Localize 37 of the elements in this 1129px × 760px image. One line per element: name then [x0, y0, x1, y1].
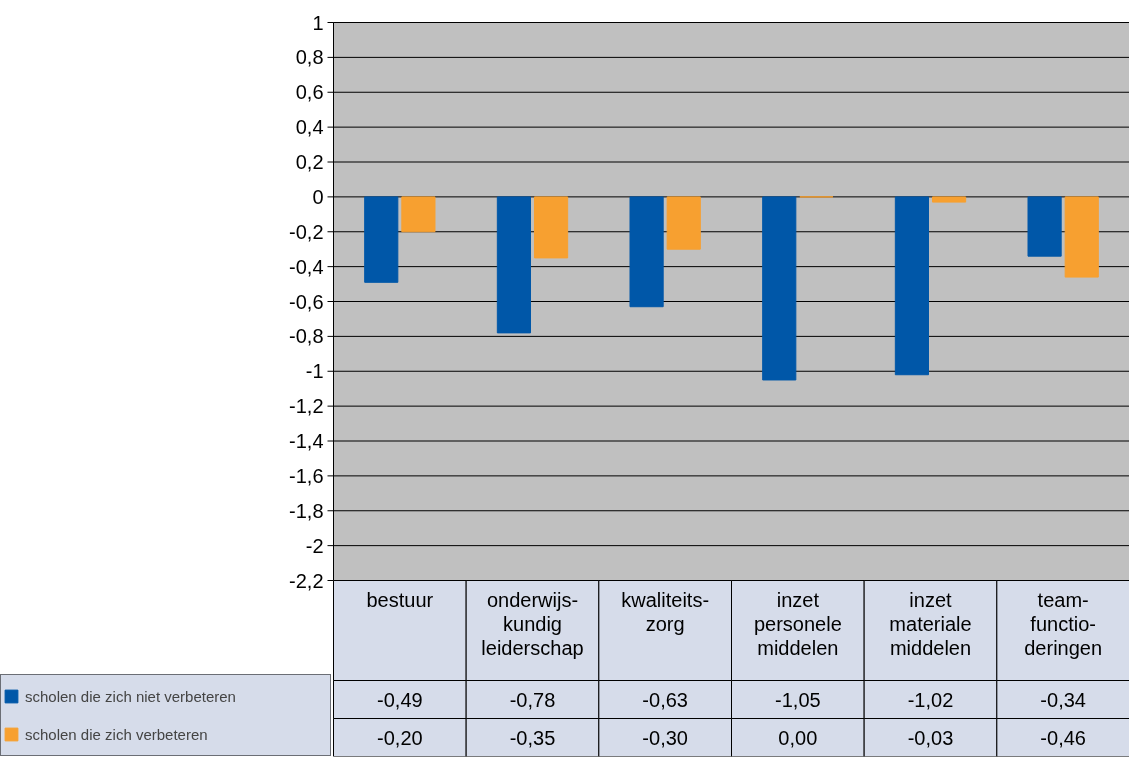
data-label: -0,34	[1040, 688, 1086, 711]
data-label: -0,63	[642, 688, 688, 711]
legend-label: scholen die zich verbeteren	[25, 724, 209, 745]
x-tick-label: onderwijs- kundig leiderschap	[481, 588, 584, 659]
data-label: -0,78	[509, 688, 556, 711]
x-tick-label: team- functio- deringen	[1024, 588, 1103, 659]
y-tick-label: -1	[305, 360, 324, 383]
y-tick-label: 0,8	[295, 46, 324, 69]
data-label: -0,35	[509, 726, 556, 749]
y-tick-label: 1	[312, 11, 324, 34]
y-tick-label: 0,2	[295, 151, 324, 173]
y-tick-label: -1,2	[289, 395, 324, 418]
y-tick-label: -1,4	[289, 430, 324, 452]
data-label: 0,00	[778, 726, 818, 749]
y-tick-label: -2	[305, 534, 324, 557]
legend-label: scholen die zich niet verbeteren	[25, 686, 237, 707]
data-label: -1,05	[775, 688, 821, 711]
x-tick-label: inzet materiale middelen	[889, 588, 972, 659]
y-tick-label: 0,4	[295, 116, 324, 139]
y-tick-label: -1,6	[289, 464, 324, 487]
x-tick-label: bestuur	[366, 588, 434, 611]
y-tick-label: -0,6	[289, 290, 324, 313]
y-tick-label: -0,4	[289, 255, 324, 278]
x-tick-label: inzet personele middelen	[753, 588, 842, 659]
data-label: -0,30	[642, 726, 688, 749]
y-tick-label: -0,2	[289, 220, 324, 243]
y-tick-label: -0,8	[289, 325, 324, 348]
x-tick-label: kwaliteits- zorg	[621, 588, 710, 635]
data-label: -0,49	[377, 688, 423, 711]
y-tick-label: -2,2	[289, 569, 324, 592]
data-label: -0,03	[907, 726, 954, 749]
y-tick-label: 0	[312, 185, 324, 208]
data-label: -0,20	[377, 726, 423, 749]
data-label: -0,46	[1040, 726, 1086, 749]
y-tick-label: 0,6	[295, 81, 324, 104]
data-label: -1,02	[907, 688, 954, 711]
y-tick-label: -1,8	[289, 499, 324, 522]
